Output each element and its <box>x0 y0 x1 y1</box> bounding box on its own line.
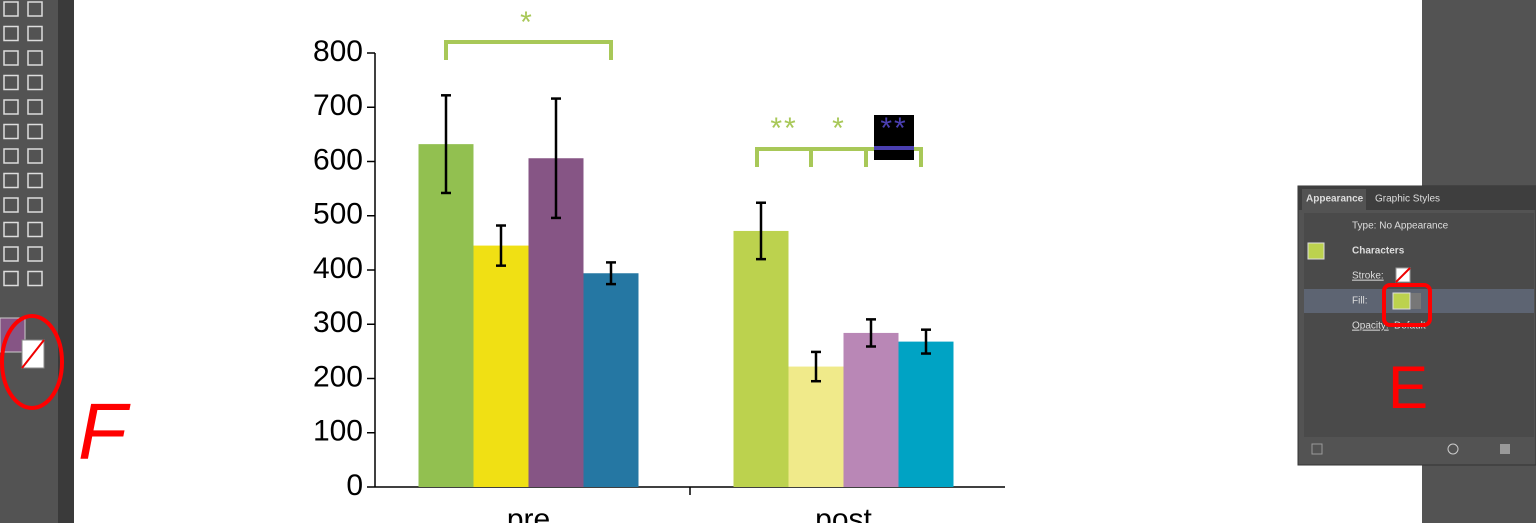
y-tick-label: 800 <box>313 35 363 68</box>
error-bar <box>496 224 506 267</box>
tool[interactable] <box>3 197 19 213</box>
significance-label: ** <box>770 112 797 145</box>
panel-footer <box>1304 440 1534 460</box>
y-tick-label: 600 <box>313 143 363 176</box>
error-bar <box>551 97 561 220</box>
error-bar <box>921 328 931 355</box>
y-tick-label: 500 <box>313 198 363 231</box>
clear-icon[interactable] <box>1447 443 1459 455</box>
tool-icons <box>3 1 43 287</box>
tool[interactable] <box>3 25 19 42</box>
note-e: E <box>1388 354 1428 421</box>
tool[interactable] <box>27 25 43 42</box>
tool[interactable] <box>27 197 43 213</box>
opacity-label[interactable]: Opacity: <box>1352 321 1389 332</box>
add-stroke-icon[interactable] <box>1311 443 1323 455</box>
bar <box>733 230 789 487</box>
bar <box>788 366 844 487</box>
appearance-panel: Appearance Graphic Styles Type: No Appea… <box>1297 185 1536 466</box>
bar <box>898 341 954 487</box>
bar <box>473 245 529 487</box>
y-tick-label: 700 <box>313 89 363 122</box>
tool[interactable] <box>27 270 43 287</box>
tool[interactable] <box>27 74 43 91</box>
error-bar <box>441 94 451 195</box>
tool[interactable] <box>3 99 19 115</box>
tool[interactable] <box>3 148 19 164</box>
error-bar <box>756 201 766 261</box>
tool[interactable] <box>3 172 19 189</box>
highlight-box <box>874 115 914 160</box>
significance-label: * <box>832 112 846 145</box>
tool[interactable] <box>27 148 43 164</box>
y-tick-label: 0 <box>346 469 363 502</box>
significance-label: * <box>520 6 534 39</box>
fill-dropdown[interactable] <box>1411 293 1421 309</box>
tool[interactable] <box>3 50 19 66</box>
stroke-label[interactable]: Stroke: <box>1352 271 1384 282</box>
bar <box>418 144 474 487</box>
bracket <box>444 40 613 60</box>
delete-icon[interactable] <box>1500 444 1510 454</box>
y-tick-label: 200 <box>313 360 363 393</box>
y-tick-label: 100 <box>313 415 363 448</box>
tool[interactable] <box>27 172 43 189</box>
active-tab[interactable] <box>1302 189 1366 210</box>
fill-label[interactable]: Fill: <box>1352 296 1368 307</box>
red-circle <box>0 314 64 410</box>
error-bar <box>866 318 876 348</box>
tool[interactable] <box>3 1 19 17</box>
error-bar <box>811 350 821 383</box>
none-slash <box>21 339 45 369</box>
ruler <box>58 0 74 523</box>
red-box <box>1382 283 1432 327</box>
note-f: F <box>78 387 131 476</box>
tool[interactable] <box>27 1 43 17</box>
tool[interactable] <box>27 123 43 140</box>
tool[interactable] <box>3 221 19 238</box>
y-tick-label: 300 <box>313 306 363 339</box>
tool[interactable] <box>27 99 43 115</box>
x-tick-label: post <box>815 503 872 523</box>
bar <box>843 332 899 487</box>
tool[interactable] <box>27 221 43 238</box>
tool[interactable] <box>3 246 19 262</box>
tool[interactable] <box>3 270 19 287</box>
none-slash <box>1395 267 1411 283</box>
object-swatch <box>1307 242 1325 260</box>
type-label: Type: No Appearance <box>1352 221 1449 232</box>
tool[interactable] <box>3 74 19 91</box>
bar <box>583 273 639 487</box>
object-label: Characters <box>1352 246 1405 257</box>
tool[interactable] <box>27 246 43 262</box>
tool[interactable] <box>3 123 19 140</box>
x-tick-label: pre <box>507 503 550 523</box>
tab[interactable]: Graphic Styles <box>1375 194 1440 205</box>
error-bar <box>606 261 616 286</box>
tab[interactable]: Appearance <box>1306 194 1364 205</box>
tool[interactable] <box>27 50 43 66</box>
y-tick-label: 400 <box>313 252 363 285</box>
fill-color[interactable] <box>1392 292 1411 310</box>
significance-label: ** <box>880 112 907 145</box>
